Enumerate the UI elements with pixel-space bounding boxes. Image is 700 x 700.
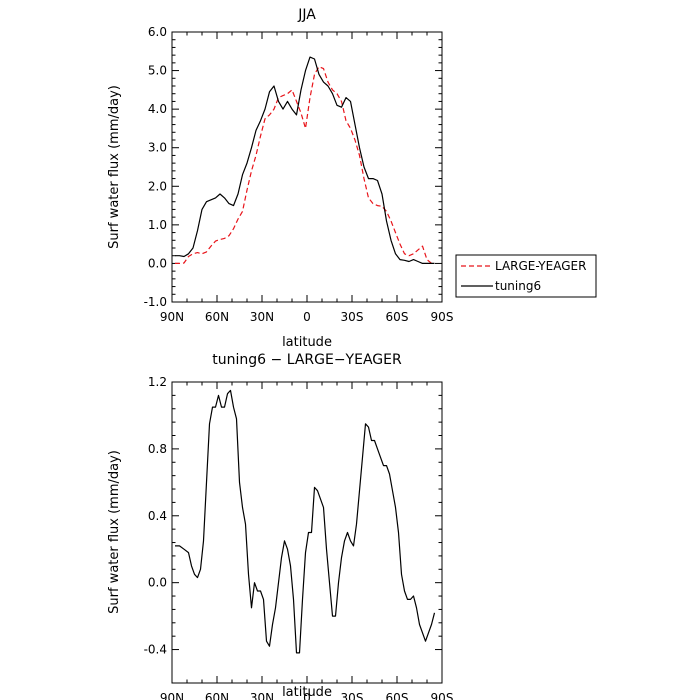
x-ticks: 90N 60N 30N 0 30S 60S 90S <box>160 32 454 324</box>
series-group <box>175 56 435 264</box>
x-tick-label: 30N <box>250 310 274 324</box>
y-tick-label: -0.4 <box>144 643 167 657</box>
y-tick-label: 2.0 <box>148 179 167 193</box>
legend-label-large-yeager: LARGE-YEAGER <box>495 259 586 273</box>
series-line-large-yeager <box>175 66 435 264</box>
y-ticks: -1.0 0.0 1.0 2.0 3.0 4.0 5.0 6.0 <box>144 25 442 309</box>
x-axis-label: latitude <box>282 335 332 350</box>
x-tick-label: 60S <box>386 310 409 324</box>
x-tick-label: 60N <box>205 691 229 700</box>
panel-bottom: tuning6 − LARGE−YEAGER -0.40.00.40.81.2 … <box>107 352 453 700</box>
y-tick-label: -1.0 <box>144 295 167 309</box>
chart-title: tuning6 − LARGE−YEAGER <box>212 352 402 368</box>
legend: LARGE-YEAGER tuning6 <box>455 254 597 298</box>
x-tick-label: 30S <box>341 691 364 700</box>
legend-label-tuning6: tuning6 <box>495 279 541 293</box>
plot-frame <box>171 381 443 684</box>
x-tick-label: 0 <box>303 691 311 700</box>
x-tick-label: 60N <box>205 310 229 324</box>
y-tick-label: 4.0 <box>148 102 167 116</box>
y-tick-label: 1.2 <box>148 375 167 389</box>
y-tick-label: 0.4 <box>148 509 167 523</box>
x-tick-label: 90N <box>160 310 184 324</box>
plot-frame <box>171 31 443 303</box>
series-line-diff-0 <box>175 389 436 654</box>
y-tick-label: 5.0 <box>148 64 167 78</box>
chart-title: JJA <box>297 7 316 23</box>
y-axis-label: Surf water flux (mm/day) <box>107 85 122 249</box>
y-tick-label: 3.0 <box>148 141 167 155</box>
x-ticks: 90N 60N 30N 0 30S 60S 90S <box>160 382 454 700</box>
x-tick-label: 90S <box>431 310 454 324</box>
legend-box <box>455 254 597 298</box>
x-tick-label: 30N <box>250 691 274 700</box>
series-line-tuning6 <box>175 56 435 264</box>
x-axis-label: latitude <box>282 685 332 700</box>
x-tick-label: 0 <box>303 310 311 324</box>
y-ticks: -0.4 0.0 0.4 0.8 1.2 <box>144 375 442 657</box>
y-tick-label: 0.0 <box>148 576 167 590</box>
y-tick-label: 6.0 <box>148 25 167 39</box>
y-tick-label: 0.0 <box>148 256 167 270</box>
y-tick-label: 0.8 <box>148 442 167 456</box>
y-tick-label: 1.0 <box>148 218 167 232</box>
x-tick-label: 30S <box>341 310 364 324</box>
x-tick-label: 90S <box>431 691 454 700</box>
series-group <box>175 389 436 654</box>
x-tick-label: 90N <box>160 691 184 700</box>
panel-top: JJA -1.0 0.0 1.0 2.0 3.0 4.0 5.0 6.0 90N 60N 30N 0… <box>107 7 453 350</box>
x-tick-label: 60S <box>386 691 409 700</box>
y-axis-label: Surf water flux (mm/day) <box>107 450 122 614</box>
